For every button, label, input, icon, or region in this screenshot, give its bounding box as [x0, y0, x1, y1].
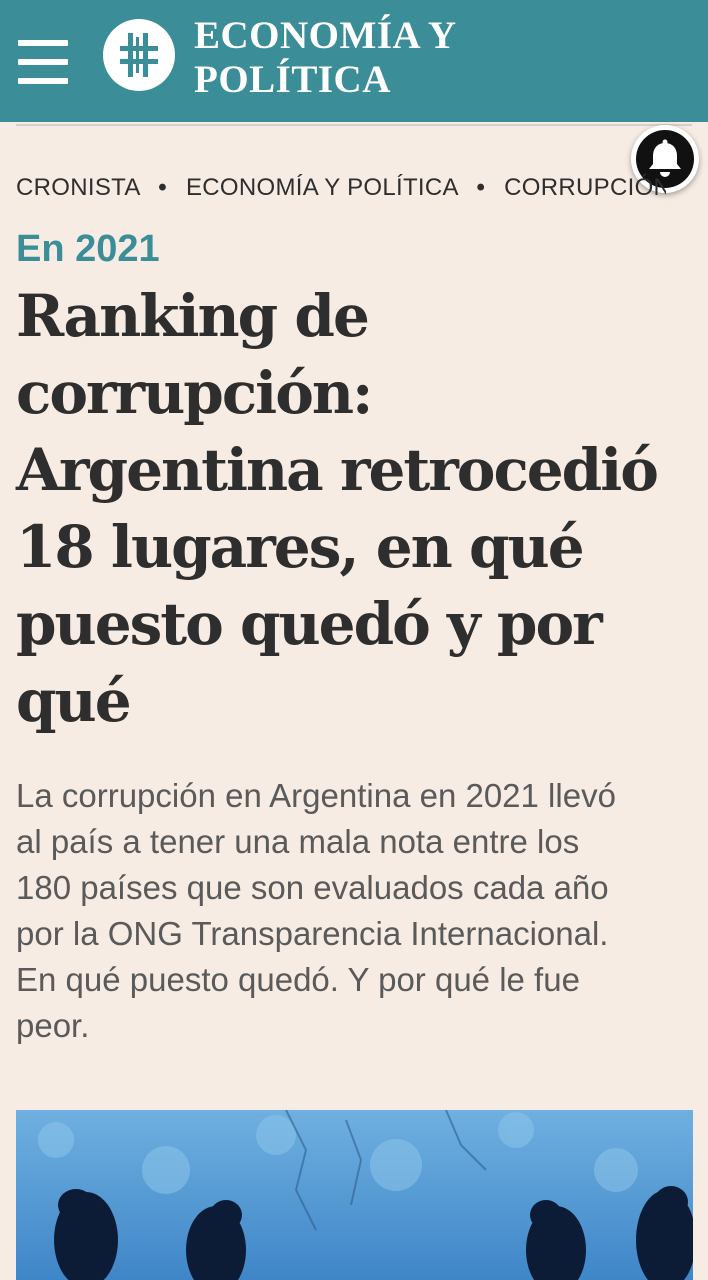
cronista-logo-icon[interactable]	[103, 19, 175, 91]
article-summary: La corrupción en Argentina en 2021 llevó…	[16, 773, 696, 1049]
breadcrumb-separator: •	[476, 174, 486, 201]
breadcrumb-separator: •	[158, 174, 167, 201]
summary-line: al país a tener una mala nota entre los	[16, 823, 580, 860]
summary-line: La corrupción en Argentina en 2021 llevó	[16, 777, 616, 814]
breadcrumb: CRONISTA • ECONOMÍA Y POLÍTICA • CORRUPC…	[16, 173, 666, 205]
article-photo-icon[interactable]	[16, 1110, 693, 1280]
section-title[interactable]: ECONOMÍA Y POLÍTICA	[194, 14, 514, 102]
menu-line	[18, 40, 68, 46]
menu-line	[18, 78, 68, 84]
bell-glyph	[649, 139, 681, 177]
site-header: ECONOMÍA Y POLÍTICA	[0, 0, 708, 122]
article-kicker: En 2021	[16, 228, 160, 270]
breadcrumb-item-economia-y-politica[interactable]: ECONOMÍA Y POLÍTICA	[185, 174, 458, 201]
headline-line: 18 lugares, en qué	[16, 513, 585, 581]
summary-line: por la ONG Transparencia Internacional.	[16, 915, 609, 952]
summary-line: 180 países que son evaluados cada año	[16, 869, 609, 906]
section-title-line-2: POLÍTICA	[194, 58, 391, 101]
headline-line: qué	[16, 667, 132, 735]
menu-line	[18, 59, 68, 65]
notification-bell-button[interactable]	[631, 125, 699, 193]
breadcrumb-item-corrupcion[interactable]: CORRUPCIÓN	[504, 174, 666, 201]
headline-line: corrupción:	[16, 359, 373, 427]
headline-line: Ranking de	[16, 282, 370, 350]
hamburger-menu-icon[interactable]	[18, 40, 68, 84]
article-photo-graphic	[16, 1110, 693, 1280]
section-title-line-1: ECONOMÍA Y	[194, 14, 457, 57]
cronista-logo-glyph	[120, 33, 158, 77]
summary-line: peor.	[16, 1007, 90, 1044]
bell-icon	[636, 130, 694, 188]
article-headline: Ranking de corrupción: Argentina retroce…	[16, 278, 692, 740]
breadcrumb-item-cronista[interactable]: CRONISTA	[16, 174, 140, 201]
headline-line: puesto quedó y por	[16, 590, 603, 658]
summary-line: En qué puesto quedó. Y por qué le fue	[16, 961, 580, 998]
header-divider	[16, 124, 692, 126]
headline-line: Argentina retrocedió	[16, 436, 659, 504]
